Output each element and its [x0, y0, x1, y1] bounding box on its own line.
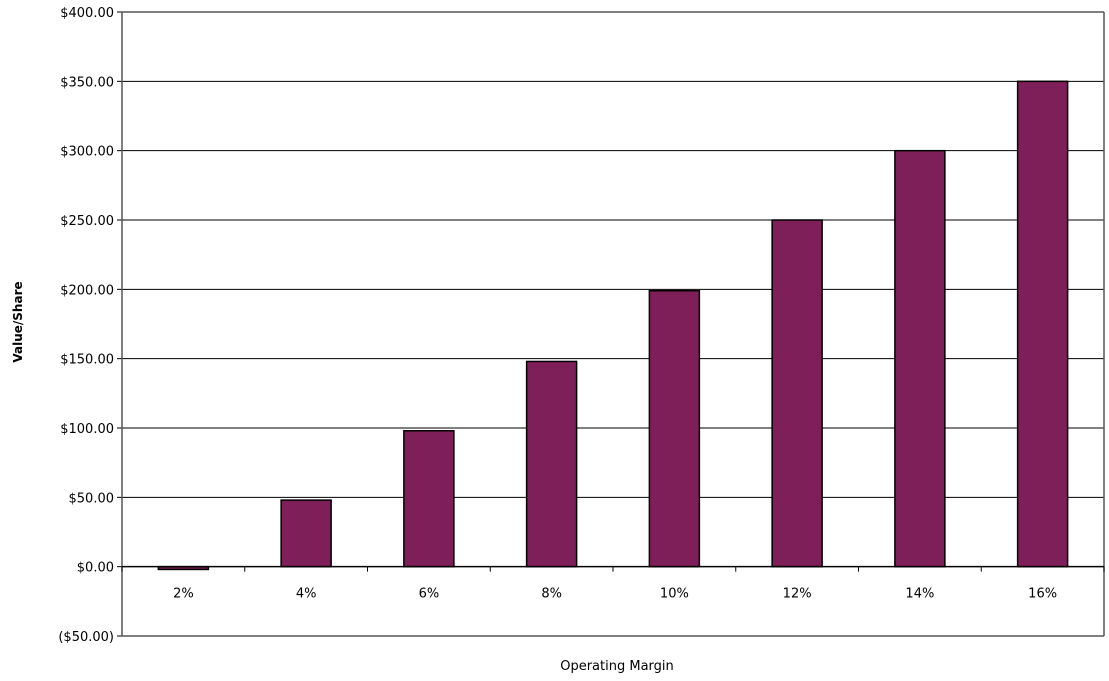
bar-10pct: [648, 289, 701, 568]
x-tick-label: 14%: [905, 587, 934, 602]
y-tick-label: $300.00: [60, 145, 114, 160]
bar-14pct: [894, 149, 946, 568]
x-tick-label: 4%: [296, 587, 317, 602]
y-tick-labels: $400.00 $350.00 $300.00 $250.00 $200.00 $150.…: [58, 6, 114, 645]
y-axis-title: Value/Share: [11, 281, 25, 362]
y-tick-label: $0.00: [77, 561, 114, 576]
y-tick-label: $350.00: [60, 75, 114, 90]
y-tick-label: $50.00: [69, 491, 115, 506]
x-tick-label: 6%: [419, 587, 440, 602]
y-tick-label: $100.00: [60, 422, 114, 437]
x-tick-label: 16%: [1028, 587, 1057, 602]
bars: [157, 80, 1069, 571]
y-tick-label: $200.00: [60, 283, 114, 298]
x-axis-title: Operating Margin: [560, 659, 674, 674]
bar-8pct: [525, 360, 578, 568]
bar-6pct: [403, 430, 455, 568]
x-tick-label: 8%: [541, 587, 562, 602]
x-tick-labels: 2% 4% 6% 8% 10% 12% 14% 16%: [173, 587, 1057, 602]
x-tick-label: 2%: [173, 587, 194, 602]
bar-12pct: [771, 219, 823, 568]
axes: [117, 11, 1105, 637]
y-tick-label: $150.00: [60, 353, 114, 368]
gridlines: [122, 80, 1104, 498]
bar-16pct: [1016, 80, 1069, 568]
x-tick-label: 10%: [660, 587, 689, 602]
y-tick-label: $400.00: [60, 6, 114, 21]
y-tick-label: ($50.00): [58, 630, 114, 645]
y-tick-label: $250.00: [60, 214, 114, 229]
x-tick-label: 12%: [783, 587, 812, 602]
bar-4pct: [280, 499, 332, 568]
